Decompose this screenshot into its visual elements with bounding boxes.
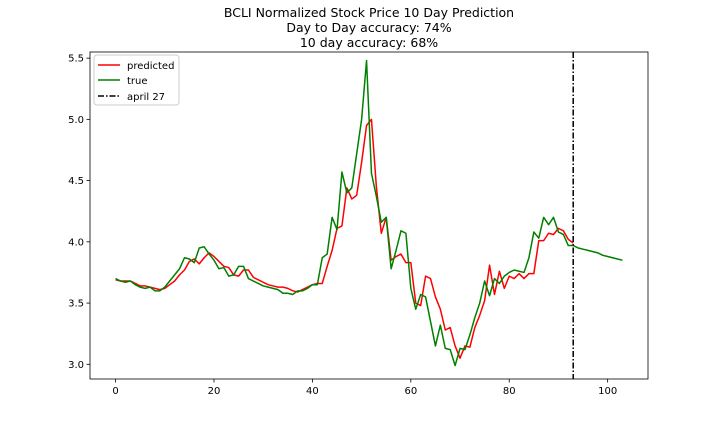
x-tick-label-60: 60 [404, 386, 417, 397]
axes-frame [89, 51, 649, 380]
legend-label-april-27: april 27 [127, 92, 165, 103]
series-line-true [115, 59, 623, 367]
y-tick-label-4.5: 4.5 [68, 176, 84, 187]
legend: predicted true april 27 [93, 54, 180, 106]
x-tick-label-80: 80 [503, 386, 516, 397]
series-layer [115, 59, 623, 367]
chart-title-line-1: BCLI Normalized Stock Price 10 Day Predi… [224, 5, 514, 20]
x-tick-label-40: 40 [306, 386, 319, 397]
legend-box [93, 54, 180, 106]
axes-layer: 0 20 40 60 80 100 3.0 3.5 4.0 4.5 5.0 5.5 [68, 51, 649, 397]
y-tick-label-3.0: 3.0 [68, 360, 84, 371]
chart-title-line-2: Day to Day accuracy: 74% [286, 20, 451, 35]
x-tick-label-100: 100 [598, 386, 617, 397]
chart-title: BCLI Normalized Stock Price 10 Day Predi… [224, 5, 514, 50]
chart-title-line-3: 10 day accuracy: 68% [300, 35, 438, 50]
y-tick-label-3.5: 3.5 [68, 299, 84, 310]
x-tick-label-0: 0 [112, 386, 118, 397]
legend-label-true: true [127, 76, 148, 87]
y-tick-label-5.5: 5.5 [68, 54, 84, 65]
y-tick-label-4.0: 4.0 [68, 237, 84, 248]
legend-label-predicted: predicted [127, 61, 174, 72]
y-tick-label-5.0: 5.0 [68, 115, 84, 126]
x-tick-label-20: 20 [208, 386, 221, 397]
